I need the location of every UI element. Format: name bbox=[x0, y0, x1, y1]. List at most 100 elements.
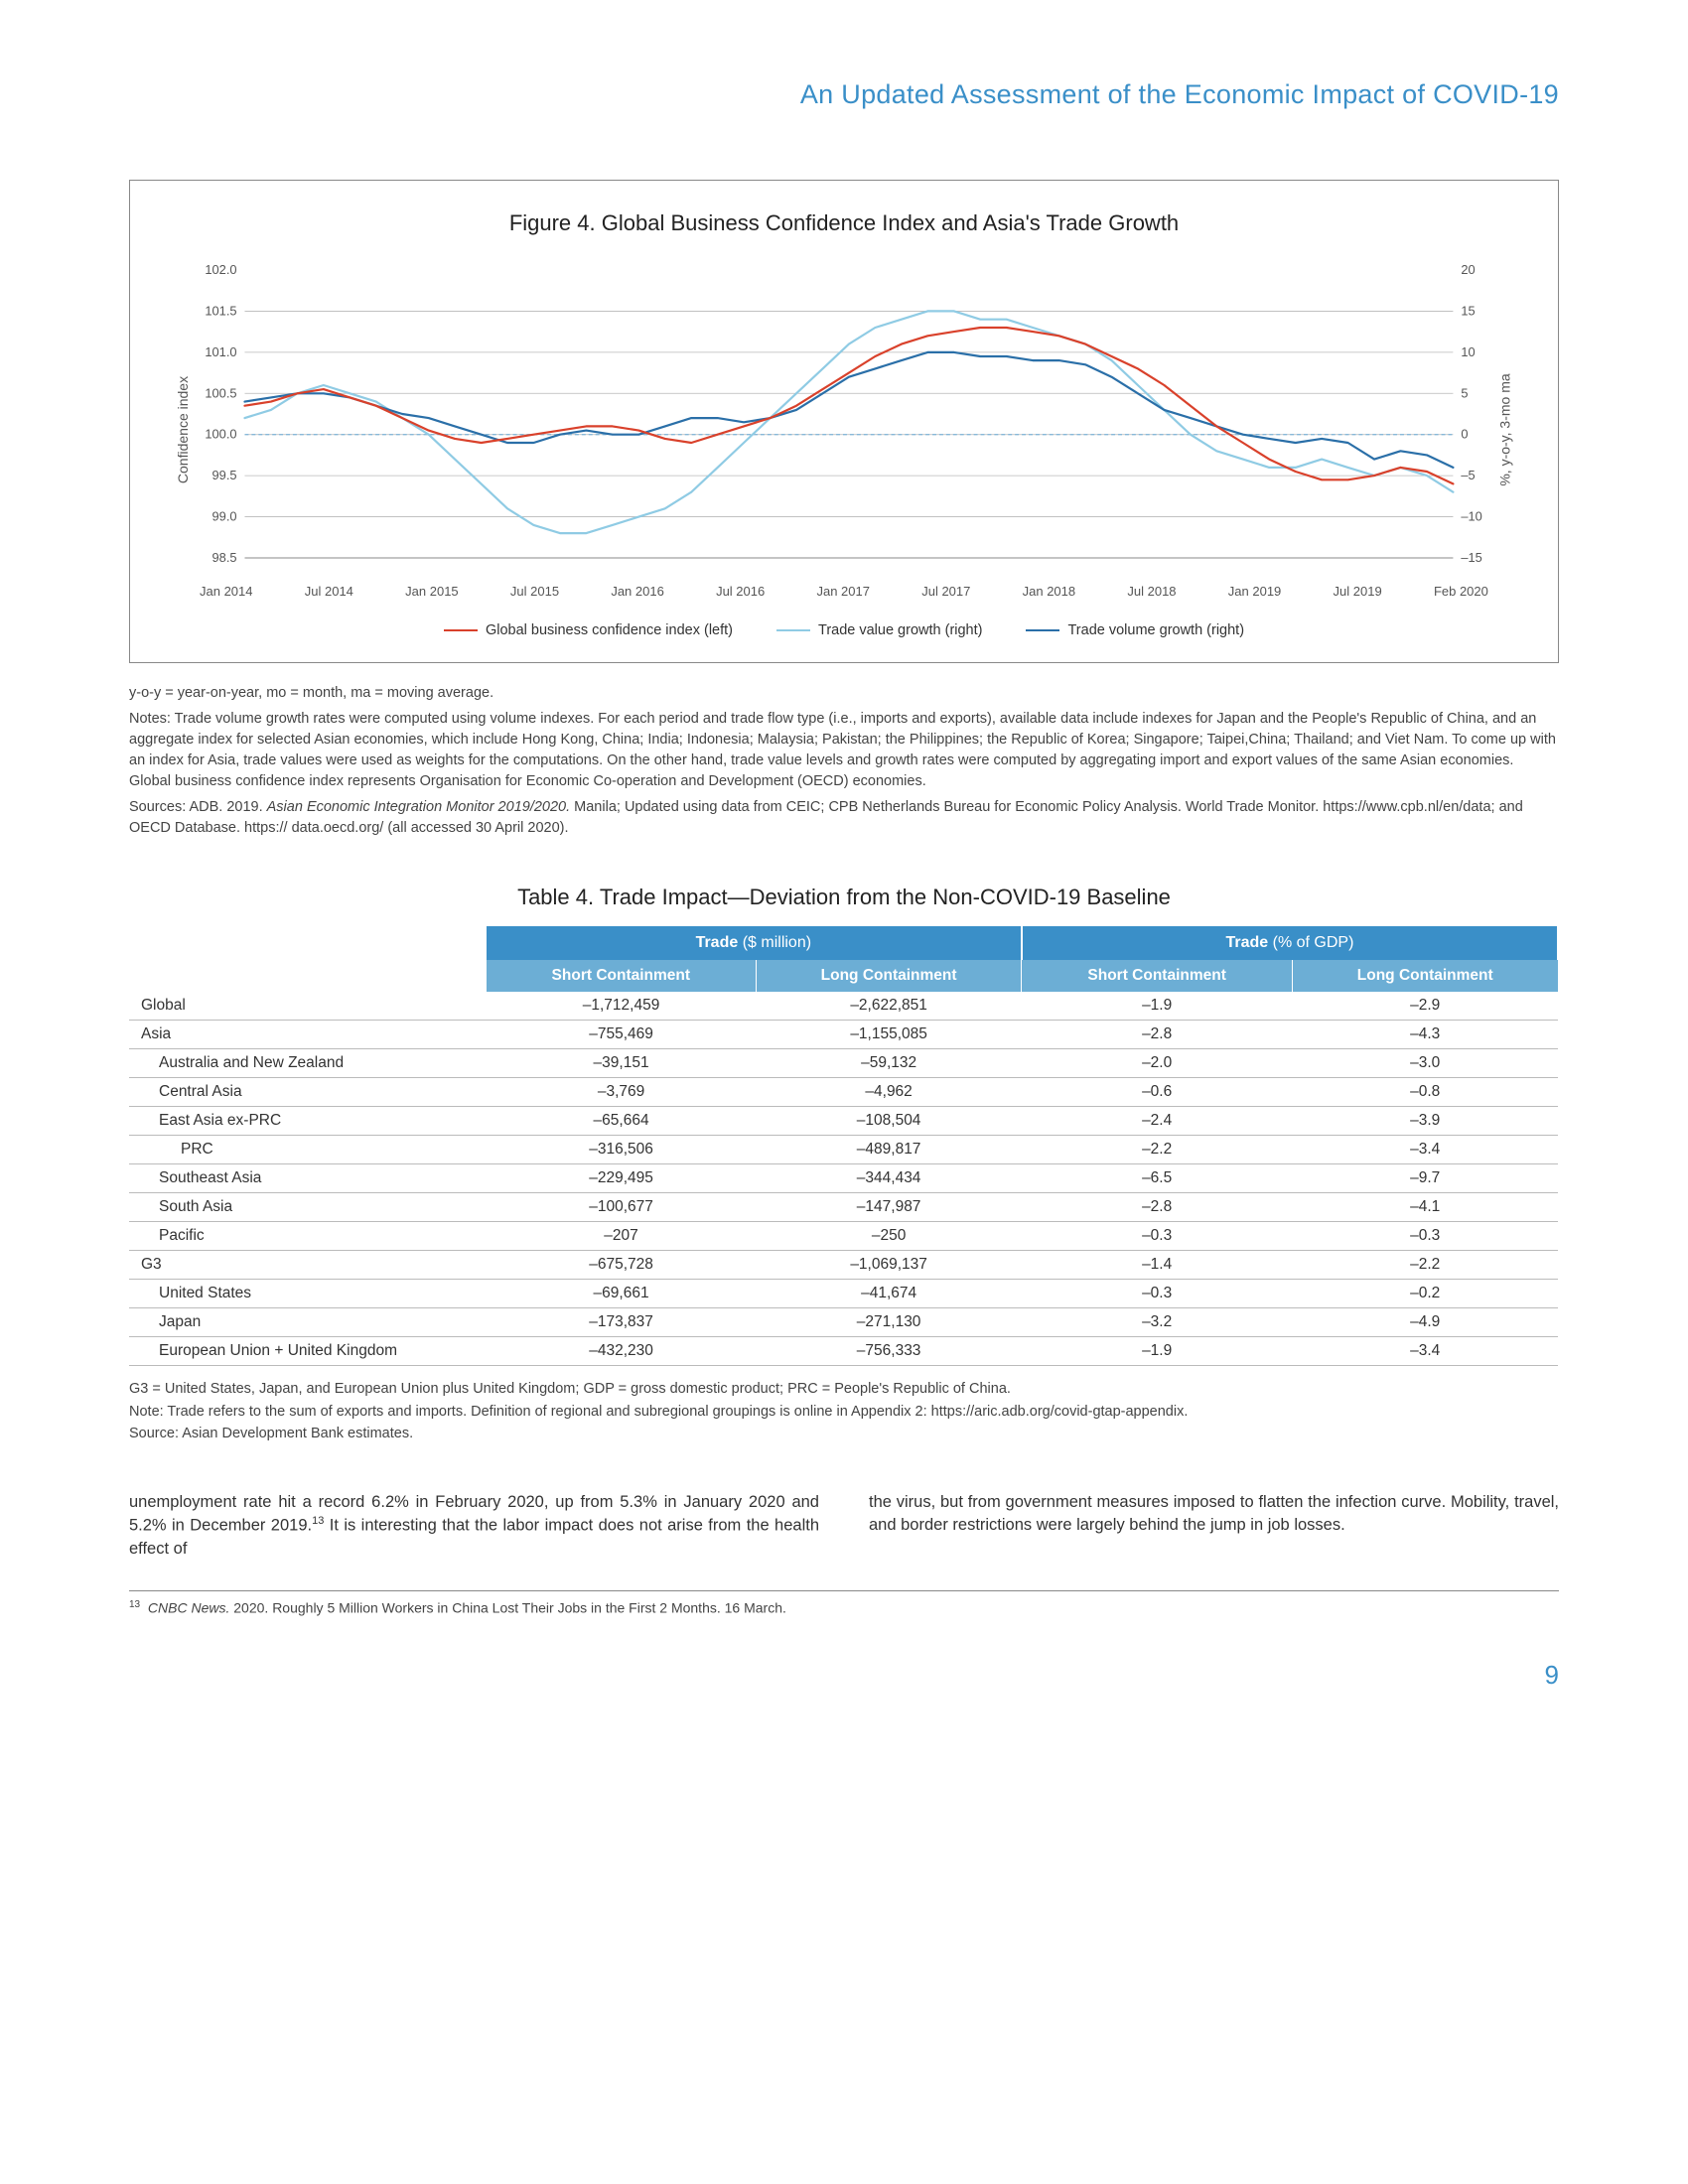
table-cell: –2.2 bbox=[1292, 1251, 1558, 1280]
table-cell: –6.5 bbox=[1022, 1164, 1293, 1193]
x-tick-label: Jan 2018 bbox=[1023, 584, 1076, 599]
x-axis-labels: Jan 2014Jul 2014Jan 2015Jul 2015Jan 2016… bbox=[196, 578, 1492, 599]
table-cell: –2.0 bbox=[1022, 1049, 1293, 1078]
table-cell: –1,712,459 bbox=[487, 992, 757, 1021]
svg-text:15: 15 bbox=[1461, 303, 1475, 318]
x-tick-label: Jul 2018 bbox=[1127, 584, 1176, 599]
svg-text:99.0: 99.0 bbox=[212, 509, 237, 524]
table-row: United States–69,661–41,674–0.3–0.2 bbox=[129, 1280, 1558, 1308]
table-cell: –0.3 bbox=[1022, 1222, 1293, 1251]
svg-text:100.0: 100.0 bbox=[205, 427, 236, 442]
table-cell: –1.9 bbox=[1022, 992, 1293, 1021]
row-label: South Asia bbox=[129, 1193, 487, 1222]
x-tick-label: Jul 2017 bbox=[921, 584, 970, 599]
legend-item-confidence: Global business confidence index (left) bbox=[444, 622, 733, 638]
table-cell: –432,230 bbox=[487, 1337, 757, 1366]
table-row: Australia and New Zealand–39,151–59,132–… bbox=[129, 1049, 1558, 1078]
svg-text:100.5: 100.5 bbox=[205, 385, 236, 400]
table-cell: –173,837 bbox=[487, 1308, 757, 1337]
table-row: Global–1,712,459–2,622,851–1.9–2.9 bbox=[129, 992, 1558, 1021]
table-row: Asia–755,469–1,155,085–2.8–4.3 bbox=[129, 1021, 1558, 1049]
figure-notes: y-o-y = year-on-year, mo = month, ma = m… bbox=[129, 683, 1559, 839]
figure-4-box: Figure 4. Global Business Confidence Ind… bbox=[129, 180, 1559, 663]
table-cell: –4.1 bbox=[1292, 1193, 1558, 1222]
chart-legend: Global business confidence index (left) … bbox=[170, 622, 1518, 638]
table-row: Southeast Asia–229,495–344,434–6.5–9.7 bbox=[129, 1164, 1558, 1193]
row-label: Japan bbox=[129, 1308, 487, 1337]
col-long-2: Long Containment bbox=[1292, 960, 1558, 992]
table-cell: –1,155,085 bbox=[756, 1021, 1022, 1049]
table-cell: –756,333 bbox=[756, 1337, 1022, 1366]
table-cell: –3.4 bbox=[1292, 1136, 1558, 1164]
svg-text:–5: –5 bbox=[1461, 468, 1475, 482]
x-tick-label: Feb 2020 bbox=[1434, 584, 1488, 599]
table-row: Pacific–207–250–0.3–0.3 bbox=[129, 1222, 1558, 1251]
svg-text:101.5: 101.5 bbox=[205, 303, 236, 318]
row-label: Global bbox=[129, 992, 487, 1021]
table-cell: –344,434 bbox=[756, 1164, 1022, 1193]
table-cell: –1.9 bbox=[1022, 1337, 1293, 1366]
table-cell: –3.0 bbox=[1292, 1049, 1558, 1078]
table-cell: –4.3 bbox=[1292, 1021, 1558, 1049]
row-label: East Asia ex-PRC bbox=[129, 1107, 487, 1136]
legend-item-trade-value: Trade value growth (right) bbox=[776, 622, 982, 638]
svg-text:0: 0 bbox=[1461, 427, 1468, 442]
table-cell: –4,962 bbox=[756, 1078, 1022, 1107]
x-tick-label: Jul 2014 bbox=[305, 584, 353, 599]
table-cell: –2.8 bbox=[1022, 1193, 1293, 1222]
svg-text:102.0: 102.0 bbox=[205, 262, 236, 277]
table-cell: –2.2 bbox=[1022, 1136, 1293, 1164]
col-short-2: Short Containment bbox=[1022, 960, 1293, 992]
x-tick-label: Jan 2019 bbox=[1228, 584, 1282, 599]
table-row: European Union + United Kingdom–432,230–… bbox=[129, 1337, 1558, 1366]
col-group-trade-million: Trade ($ million) bbox=[487, 926, 1022, 960]
row-label: United States bbox=[129, 1280, 487, 1308]
row-label: Asia bbox=[129, 1021, 487, 1049]
svg-text:–10: –10 bbox=[1461, 509, 1481, 524]
x-tick-label: Jul 2019 bbox=[1334, 584, 1382, 599]
legend-item-trade-volume: Trade volume growth (right) bbox=[1026, 622, 1244, 638]
table-row: East Asia ex-PRC–65,664–108,504–2.4–3.9 bbox=[129, 1107, 1558, 1136]
col-group-trade-gdp: Trade (% of GDP) bbox=[1022, 926, 1558, 960]
line-chart-svg: 102.0101.5101.0100.5100.099.599.098.5201… bbox=[196, 260, 1492, 578]
svg-text:20: 20 bbox=[1461, 262, 1475, 277]
row-label: Pacific bbox=[129, 1222, 487, 1251]
body-col-left: unemployment rate hit a record 6.2% in F… bbox=[129, 1491, 819, 1562]
table-cell: –2.8 bbox=[1022, 1021, 1293, 1049]
table-cell: –207 bbox=[487, 1222, 757, 1251]
page-header: An Updated Assessment of the Economic Im… bbox=[129, 79, 1559, 110]
trade-impact-table: Trade ($ million) Trade (% of GDP) Short… bbox=[129, 926, 1559, 1366]
row-label: PRC bbox=[129, 1136, 487, 1164]
table-notes: G3 = United States, Japan, and European … bbox=[129, 1378, 1559, 1444]
col-long-1: Long Containment bbox=[756, 960, 1022, 992]
footnote: 13 CNBC News. 2020. Roughly 5 Million Wo… bbox=[129, 1599, 1559, 1636]
table-cell: –271,130 bbox=[756, 1308, 1022, 1337]
notes-sources: Sources: ADB. 2019. Asian Economic Integ… bbox=[129, 797, 1559, 839]
table-cell: –65,664 bbox=[487, 1107, 757, 1136]
table-cell: –229,495 bbox=[487, 1164, 757, 1193]
y-axis-right-label: %, y-o-y, 3-mo ma bbox=[1492, 260, 1518, 599]
chart-area: 102.0101.5101.0100.5100.099.599.098.5201… bbox=[196, 260, 1492, 599]
table-cell: –2.9 bbox=[1292, 992, 1558, 1021]
footnote-rule bbox=[129, 1590, 1559, 1591]
table-cell: –3,769 bbox=[487, 1078, 757, 1107]
table-cell: –100,677 bbox=[487, 1193, 757, 1222]
table-cell: –3.9 bbox=[1292, 1107, 1558, 1136]
svg-text:5: 5 bbox=[1461, 385, 1468, 400]
table-cell: –3.4 bbox=[1292, 1337, 1558, 1366]
table-cell: –0.3 bbox=[1022, 1280, 1293, 1308]
x-tick-label: Jul 2015 bbox=[510, 584, 559, 599]
x-tick-label: Jan 2017 bbox=[816, 584, 870, 599]
body-text-columns: unemployment rate hit a record 6.2% in F… bbox=[129, 1491, 1559, 1562]
table-cell: –147,987 bbox=[756, 1193, 1022, 1222]
table-cell: –489,817 bbox=[756, 1136, 1022, 1164]
table-cell: –1,069,137 bbox=[756, 1251, 1022, 1280]
col-short-1: Short Containment bbox=[487, 960, 757, 992]
svg-text:99.5: 99.5 bbox=[212, 468, 237, 482]
figure-title: Figure 4. Global Business Confidence Ind… bbox=[170, 210, 1518, 236]
notes-body: Notes: Trade volume growth rates were co… bbox=[129, 709, 1559, 792]
row-label: Australia and New Zealand bbox=[129, 1049, 487, 1078]
svg-text:10: 10 bbox=[1461, 344, 1475, 359]
table-cell: –39,151 bbox=[487, 1049, 757, 1078]
table-cell: –9.7 bbox=[1292, 1164, 1558, 1193]
